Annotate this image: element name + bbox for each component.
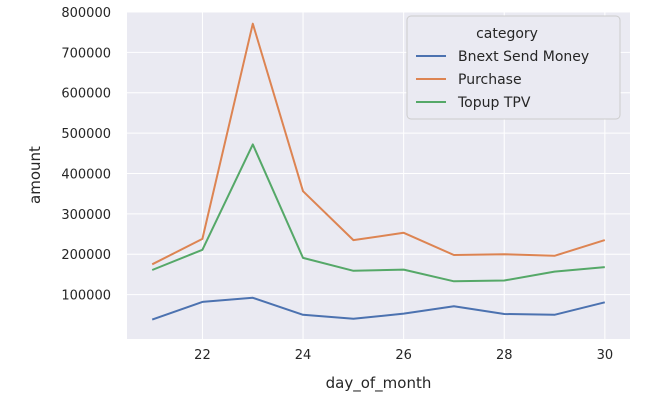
y-tick-label-500000: 500000 [61, 127, 111, 142]
x-tick-label-30: 30 [597, 348, 614, 363]
legend-label-topup-tpv: Topup TPV [457, 95, 531, 111]
y-axis-title: amount [26, 146, 44, 204]
y-tick-label-200000: 200000 [61, 248, 111, 263]
y-tick-label-400000: 400000 [61, 167, 111, 182]
y-tick-label-800000: 800000 [61, 6, 111, 21]
y-tick-label-700000: 700000 [61, 46, 111, 61]
x-tick-label-24: 24 [295, 348, 312, 363]
series-line-bnext-send-money [151, 296, 606, 321]
legend-title: category [476, 26, 538, 42]
legend-label-bnext-send-money: Bnext Send Money [458, 49, 589, 65]
y-tick-labels: 100000 200000 300000 400000 500000 600000 7000… [61, 6, 111, 304]
x-tick-label-22: 22 [194, 348, 211, 363]
legend-label-purchase: Purchase [458, 72, 522, 88]
x-axis-title: day_of_month [326, 374, 432, 393]
series-lines [151, 22, 606, 321]
x-tick-label-28: 28 [496, 348, 513, 363]
legend: category Bnext Send Money Purchase Topup… [406, 15, 621, 120]
y-tick-label-600000: 600000 [61, 87, 111, 102]
y-tick-label-100000: 100000 [61, 289, 111, 304]
y-tick-label-300000: 300000 [61, 208, 111, 223]
x-tick-label-26: 26 [395, 348, 412, 363]
x-tick-labels: 22 24 26 28 30 [194, 348, 613, 363]
series-line-topup-tpv [151, 143, 605, 283]
series-line-purchase [151, 22, 606, 266]
legend-box [406, 15, 621, 120]
